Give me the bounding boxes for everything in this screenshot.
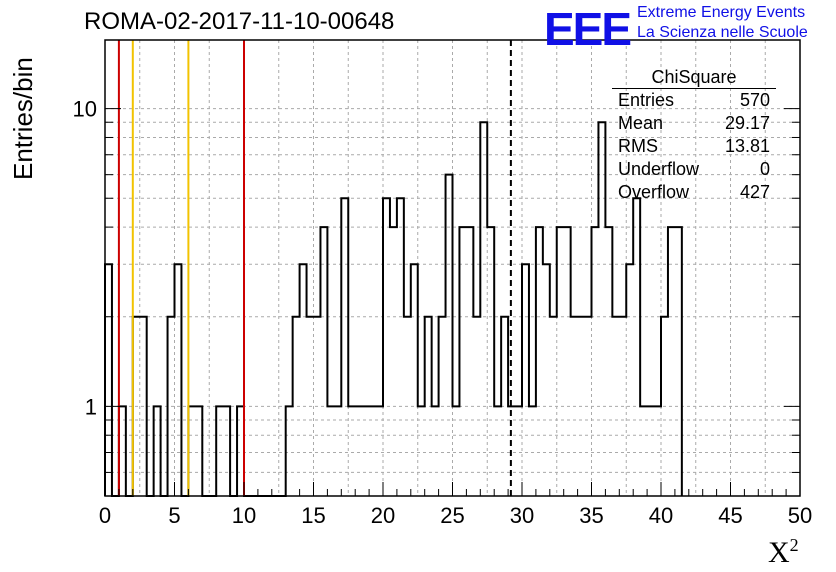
stats-title: ChiSquare xyxy=(612,66,776,89)
stats-row-mean: Mean 29.17 xyxy=(618,113,770,133)
logo-line-2: La Scienza nelle Scuole xyxy=(637,24,808,41)
eee-logo: EEE xyxy=(544,3,632,55)
x-tick-label: 10 xyxy=(232,503,256,528)
x-axis-label: X2 xyxy=(768,535,799,569)
chart-title: ROMA-02-2017-11-10-00648 xyxy=(84,8,395,35)
x-tick-label: 45 xyxy=(718,503,742,528)
x-tick-label: 40 xyxy=(649,503,673,528)
x-tick-label: 50 xyxy=(788,503,812,528)
x-tick-label: 15 xyxy=(301,503,325,528)
stats-row-rms: RMS 13.81 xyxy=(618,136,770,156)
logo-line-1: Extreme Energy Events xyxy=(637,4,806,21)
stats-row-underflow: Underflow 0 xyxy=(618,159,770,179)
y-tick-label: 1 xyxy=(85,394,97,419)
x-tick-label: 20 xyxy=(371,503,395,528)
stats-box: ChiSquare Entries 570 Mean 29.17 RMS 13.81 … xyxy=(612,66,776,204)
x-tick-label: 0 xyxy=(99,503,111,528)
histogram-line xyxy=(104,121,683,497)
stats-row-entries: Entries 570 xyxy=(618,90,770,110)
x-tick-label: 35 xyxy=(579,503,603,528)
x-tick-label: 30 xyxy=(510,503,534,528)
y-tick-label: 10 xyxy=(73,97,97,122)
stats-row-overflow: Overflow 427 xyxy=(618,182,770,202)
x-tick-label: 25 xyxy=(440,503,464,528)
y-axis-label: Entries/bin xyxy=(8,57,38,180)
x-tick-label: 5 xyxy=(168,503,180,528)
